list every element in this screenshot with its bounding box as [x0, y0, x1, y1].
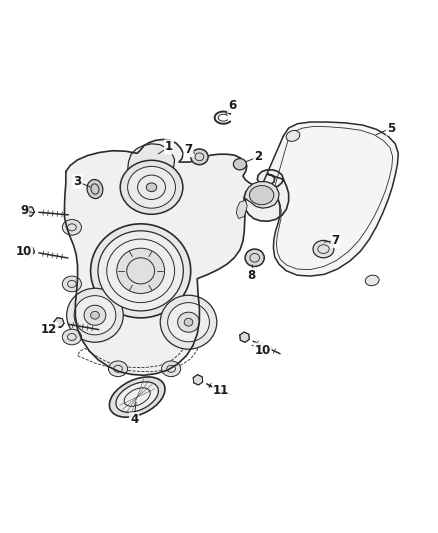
- Ellipse shape: [109, 361, 127, 377]
- Text: 10: 10: [254, 344, 271, 357]
- Ellipse shape: [110, 377, 165, 417]
- Ellipse shape: [184, 318, 193, 326]
- Ellipse shape: [84, 305, 106, 325]
- Ellipse shape: [62, 220, 81, 235]
- Ellipse shape: [178, 312, 199, 332]
- Text: 4: 4: [130, 413, 138, 426]
- Text: 2: 2: [254, 150, 262, 163]
- Ellipse shape: [168, 303, 209, 342]
- Polygon shape: [54, 318, 64, 327]
- Ellipse shape: [313, 240, 334, 258]
- Ellipse shape: [87, 180, 103, 199]
- Polygon shape: [244, 182, 279, 208]
- Ellipse shape: [62, 329, 81, 345]
- Text: 7: 7: [184, 143, 193, 156]
- Ellipse shape: [146, 183, 157, 192]
- Ellipse shape: [67, 288, 123, 342]
- Polygon shape: [237, 200, 247, 219]
- Ellipse shape: [286, 131, 300, 141]
- Polygon shape: [193, 375, 203, 385]
- Ellipse shape: [74, 296, 116, 335]
- Polygon shape: [127, 144, 175, 174]
- Text: 12: 12: [41, 323, 57, 336]
- Ellipse shape: [120, 160, 183, 214]
- Text: 1: 1: [165, 140, 173, 154]
- Text: 3: 3: [74, 175, 81, 188]
- Ellipse shape: [160, 295, 217, 349]
- Text: 6: 6: [228, 99, 236, 112]
- Ellipse shape: [127, 166, 176, 208]
- Ellipse shape: [98, 231, 184, 311]
- Ellipse shape: [365, 275, 379, 286]
- Text: 10: 10: [16, 245, 32, 258]
- Polygon shape: [24, 207, 35, 216]
- Ellipse shape: [245, 249, 264, 266]
- Ellipse shape: [91, 224, 191, 318]
- Polygon shape: [260, 122, 398, 276]
- Ellipse shape: [62, 276, 81, 292]
- Polygon shape: [64, 140, 289, 375]
- Ellipse shape: [91, 311, 99, 319]
- Ellipse shape: [250, 185, 274, 205]
- Polygon shape: [240, 332, 249, 342]
- Ellipse shape: [233, 158, 247, 170]
- Ellipse shape: [116, 382, 159, 413]
- Text: 5: 5: [387, 122, 395, 135]
- Text: 11: 11: [213, 384, 230, 397]
- Ellipse shape: [162, 361, 181, 377]
- Ellipse shape: [117, 248, 165, 294]
- Text: 7: 7: [332, 234, 340, 247]
- Text: 9: 9: [20, 204, 28, 217]
- Polygon shape: [24, 246, 35, 256]
- Text: 8: 8: [247, 269, 256, 282]
- Ellipse shape: [191, 149, 208, 165]
